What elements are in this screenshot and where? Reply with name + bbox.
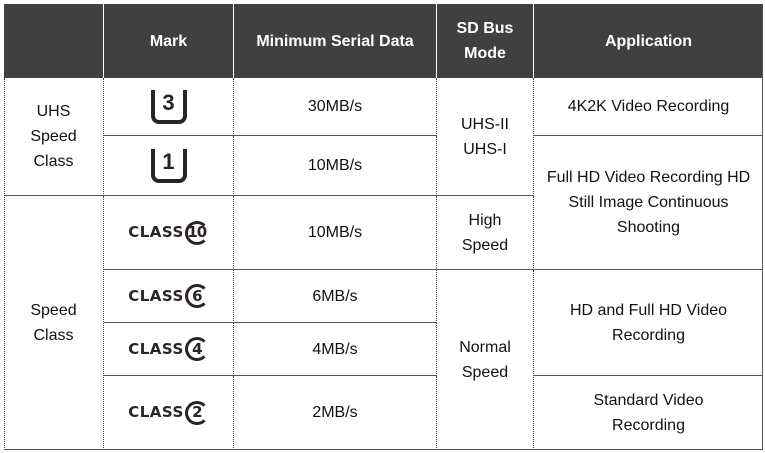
bus-uhs: UHS-II UHS-I — [437, 78, 534, 196]
app-cell: 4K2K Video Recording — [534, 78, 763, 136]
mark-cell: 3 — [104, 78, 234, 136]
speed-cell: 6MB/s — [234, 270, 437, 323]
app-cell: Full HD Video Recording HD Still Image C… — [534, 136, 763, 270]
class-10-logo: CLASS 10 — [128, 220, 209, 245]
speed-cell: 10MB/s — [234, 136, 437, 196]
class-6-logo: CLASS 6 — [128, 284, 209, 309]
speed-cell: 30MB/s — [234, 78, 437, 136]
group-speed: Speed Class — [4, 196, 104, 450]
table-right-border — [762, 4, 763, 450]
header-bus-mode: SD Bus Mode — [437, 4, 534, 78]
bus-high-speed: High Speed — [437, 196, 534, 270]
mark-cell: CLASS 2 — [104, 376, 234, 450]
uhs-speed-class-3-logo: 3 — [150, 89, 187, 124]
mark-cell: CLASS 4 — [104, 323, 234, 376]
speed-cell: 2MB/s — [234, 376, 437, 450]
uhs-speed-class-1-logo: 1 — [150, 148, 187, 183]
class-2-logo: CLASS 2 — [128, 400, 209, 425]
app-cell: Standard Video Recording — [534, 376, 763, 450]
table-left-border — [4, 78, 5, 450]
mark-cell: CLASS 10 — [104, 196, 234, 270]
group-uhs: UHS Speed Class — [4, 78, 104, 196]
header-application: Application — [534, 4, 763, 78]
header-min-serial: Minimum Serial Data — [234, 4, 437, 78]
header-mark: Mark — [104, 4, 234, 78]
speed-cell: 4MB/s — [234, 323, 437, 376]
bus-normal-speed: Normal Speed — [437, 270, 534, 450]
mark-cell: CLASS 6 — [104, 270, 234, 323]
mark-cell: 1 — [104, 136, 234, 196]
speed-cell: 10MB/s — [234, 196, 437, 270]
class-4-logo: CLASS 4 — [128, 337, 209, 362]
app-cell: HD and Full HD Video Recording — [534, 270, 763, 376]
header-blank — [4, 4, 104, 78]
